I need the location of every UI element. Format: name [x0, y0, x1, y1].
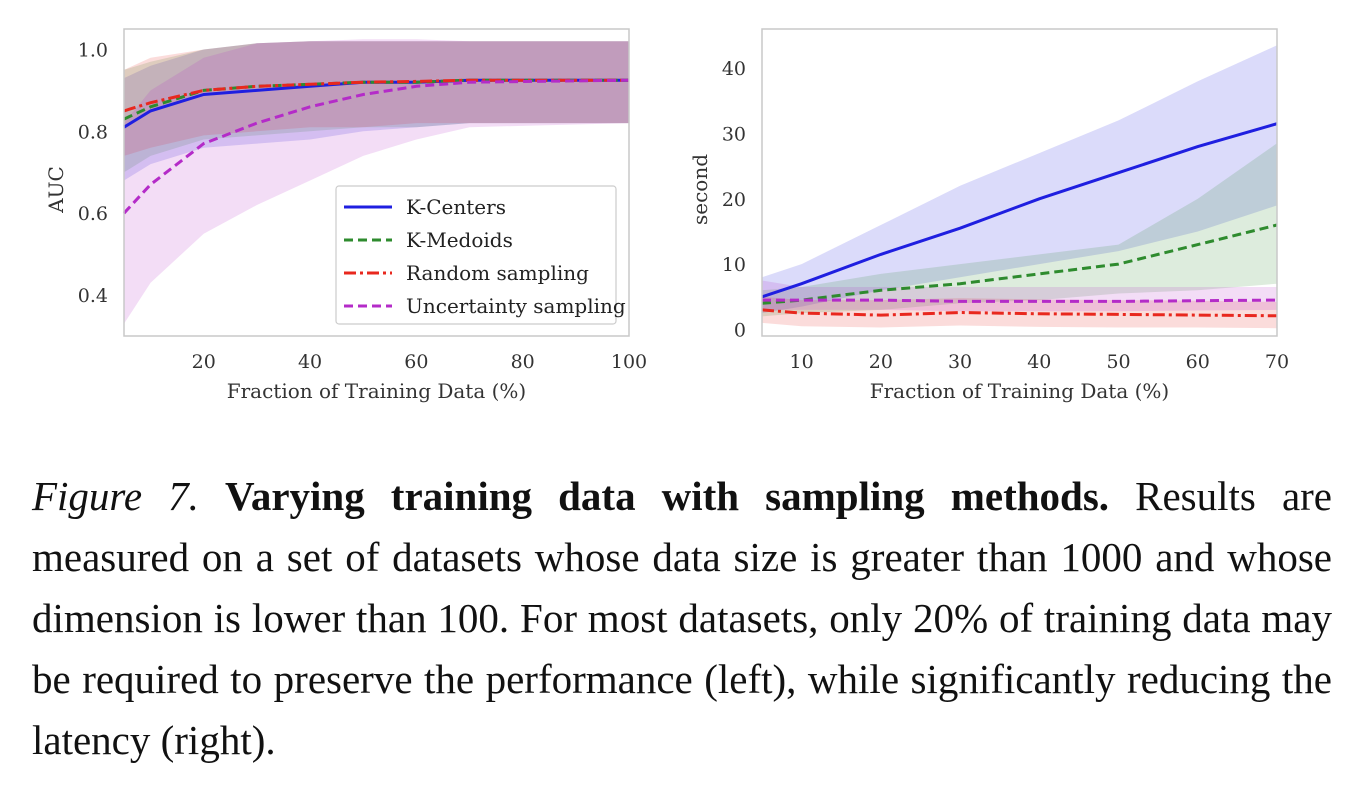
auc-ytick-label: 0.6: [78, 203, 108, 225]
latency-series-line-3: [762, 298, 1278, 303]
latency-xtick-label: 70: [1265, 351, 1289, 373]
latency-xtick-label: 10: [790, 351, 814, 373]
auc-series-line-3: [122, 78, 630, 215]
legend-box: [335, 185, 617, 325]
latency-band-1: [762, 143, 1277, 317]
auc-y-axis-label: AUC: [44, 166, 68, 214]
auc-xtick-label: 100: [611, 351, 647, 373]
latency-series-line-2: [761, 308, 1278, 318]
auc-band-0: [124, 41, 629, 181]
legend-label-1: K-Medoids: [406, 228, 513, 252]
latency-band-0: [762, 45, 1277, 314]
latency-ytick-label: 10: [722, 254, 746, 276]
auc-xtick-label: 80: [511, 351, 535, 373]
latency-ytick-label: 30: [722, 124, 746, 146]
latency-y-axis-label: second: [688, 154, 712, 225]
auc-ytick-label: 0.8: [78, 121, 108, 143]
latency-xtick-label: 30: [948, 351, 972, 373]
latency-xtick-label: 40: [1027, 351, 1051, 373]
auc-band-3: [124, 39, 629, 324]
latency-chart: 10 20 30 40 50 60 70 0 10 20 30 40 Fraction of Train…: [688, 28, 1289, 403]
auc-xtick-label: 60: [404, 351, 428, 373]
latency-ytick-label: 20: [722, 189, 746, 211]
figure-caption: Figure 7. Varying training data with sam…: [32, 466, 1332, 771]
latency-xtick-label: 50: [1106, 351, 1130, 373]
auc-x-axis-label: Fraction of Training Data (%): [227, 379, 527, 403]
auc-legend: K-Centers K-Medoids Random sampling Uncerta…: [335, 185, 626, 325]
caption-title: Varying training data with sampling meth…: [224, 473, 1110, 519]
legend-label-0: K-Centers: [406, 195, 506, 219]
latency-ytick-label: 0: [734, 319, 746, 341]
latency-plot-frame: [761, 28, 1278, 337]
auc-ytick-label: 1.0: [78, 39, 108, 61]
latency-xtick-label: 20: [869, 351, 893, 373]
auc-xtick-label: 40: [298, 351, 322, 373]
auc-series-line-2: [123, 78, 629, 113]
caption-body: Results are measured on a set of dataset…: [32, 473, 1333, 763]
legend-label-3: Uncertainty sampling: [406, 294, 626, 318]
latency-ytick-label: 40: [722, 58, 746, 80]
auc-series-line-1: [123, 78, 629, 121]
auc-band-1: [124, 41, 629, 173]
auc-plot-frame: [123, 28, 630, 337]
auc-ytick-label: 0.4: [78, 285, 108, 307]
latency-x-axis-label: Fraction of Training Data (%): [870, 379, 1170, 403]
latency-series-line-1: [761, 223, 1278, 305]
auc-xtick-label: 20: [192, 351, 216, 373]
legend-label-2: Random sampling: [406, 261, 589, 285]
auc-chart: 20 40 60 80 100 0.4 0.6 0.8 1.0 Fraction of Train…: [44, 28, 647, 403]
latency-series-line-0: [761, 122, 1278, 299]
caption-label: Figure 7.: [32, 473, 199, 519]
latency-xtick-label: 60: [1186, 351, 1210, 373]
